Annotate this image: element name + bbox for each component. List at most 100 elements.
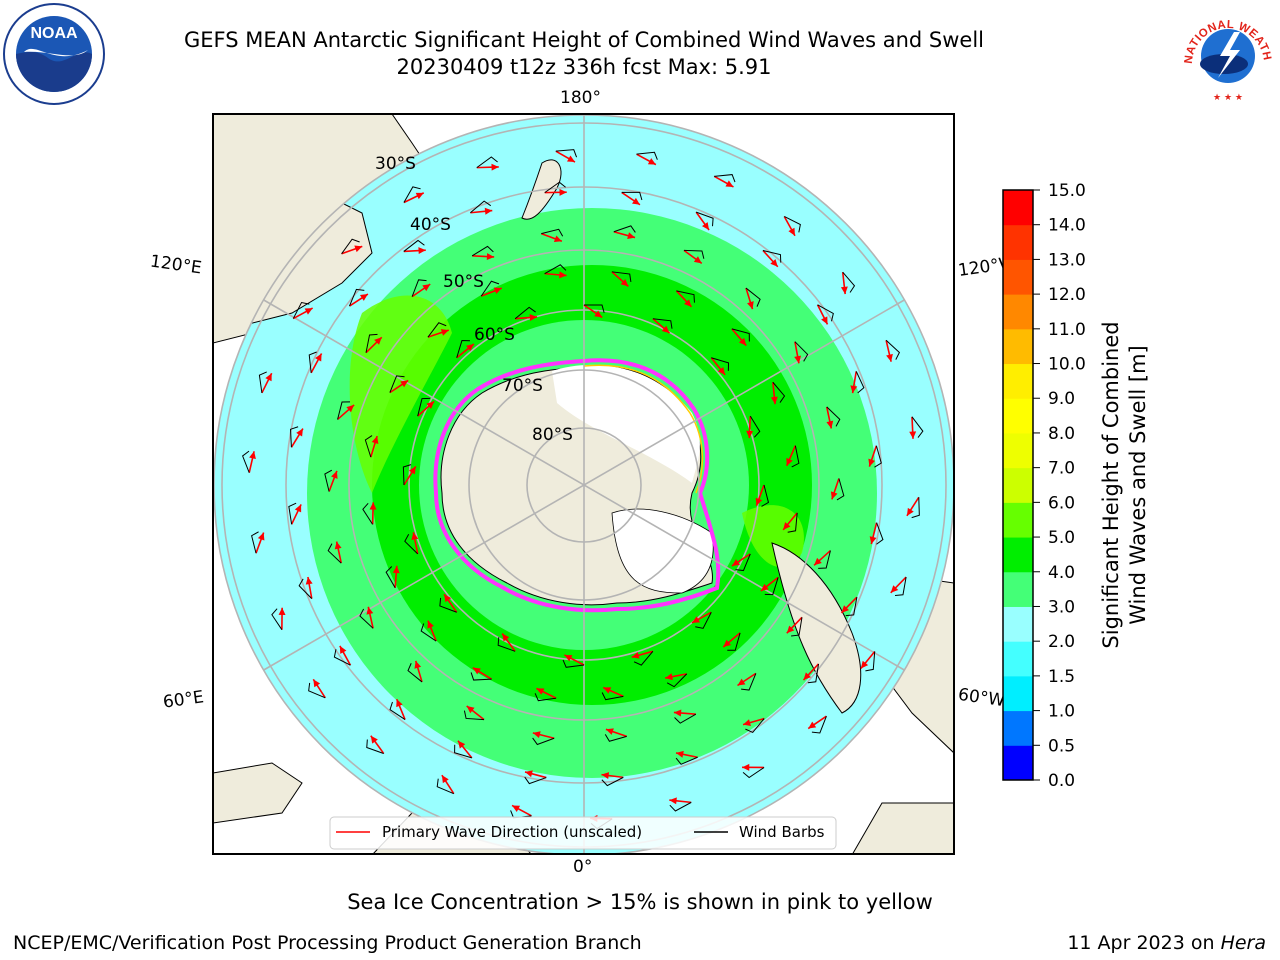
colorbar-tick-label: 10.0: [1048, 355, 1086, 375]
wind-barb: [764, 577, 779, 596]
wave-direction-arrowhead: [673, 709, 682, 717]
wave-direction-arrowhead: [567, 155, 575, 163]
colorbar-tick-label: 0.0: [1048, 771, 1075, 790]
wave-direction-arrowhead: [265, 373, 272, 382]
wave-direction-arrowhead: [369, 502, 377, 510]
wind-barb: [818, 550, 831, 569]
wind-barb: [562, 659, 585, 668]
wind-barb: [514, 306, 536, 320]
colorbar-tick-label: 1.5: [1048, 667, 1075, 687]
wind-barb: [251, 531, 259, 554]
colorbar-swatch: [1003, 224, 1033, 260]
colorbar-tick-label: 4.0: [1048, 563, 1075, 583]
polar-wave-map: 30°S 40°S 50°S 60°S 70°S 80°S Primary Wa…: [212, 113, 955, 855]
wave-direction-arrowhead: [868, 458, 875, 467]
wind-barb: [341, 238, 360, 255]
wave-direction-arrowhead: [742, 763, 750, 771]
wind-barb: [476, 156, 498, 169]
wind-barb: [420, 623, 437, 642]
wind-barb: [480, 280, 500, 297]
wind-barb: [794, 341, 809, 362]
colorbar-tick-label: 3.0: [1048, 597, 1075, 617]
colorbar-swatch: [1003, 259, 1033, 295]
wave-direction-arrowhead: [304, 308, 313, 315]
wind-barb: [695, 612, 712, 629]
wave-direction-arrowhead: [725, 180, 734, 187]
colorbar-swatch: [1003, 467, 1033, 503]
wave-direction-arrowhead: [396, 699, 403, 708]
wave-direction-arrowhead: [760, 583, 769, 592]
wave-direction-arrowhead: [605, 728, 614, 735]
wave-direction-arrowhead: [331, 470, 338, 479]
wind-barb: [470, 200, 492, 214]
chart-subtitle: 20230409 t12z 336h fcst Max: 5.91: [396, 55, 772, 79]
colorbar-swatch: [1003, 363, 1033, 399]
wave-direction-arrowhead: [737, 678, 746, 686]
wind-barb: [695, 211, 714, 227]
lat-label-60s: 60°S: [474, 325, 515, 345]
colorbar-tick-label: 12.0: [1048, 285, 1086, 305]
wave-direction-arrowhead: [472, 667, 481, 675]
colorbar-tick-label: 8.0: [1048, 424, 1075, 444]
wave-direction-arrowhead: [830, 491, 838, 500]
wave-direction-arrowhead: [684, 299, 692, 307]
colorbar-label-line1: Significant Height of Combined: [1099, 321, 1123, 648]
wave-direction-arrowhead: [665, 673, 673, 681]
lon-label-0: 0°: [573, 857, 593, 877]
wind-barb: [611, 271, 632, 283]
wave-direction-arrowhead: [869, 536, 877, 545]
wave-direction-arrowhead: [422, 284, 431, 292]
lon-label-180: 180°: [560, 88, 601, 108]
chart-title: GEFS MEAN Antarctic Significant Height o…: [183, 28, 985, 52]
wave-direction-arrowhead: [305, 576, 313, 585]
wave-direction-arrowhead: [890, 585, 899, 593]
wind-barb: [364, 435, 373, 458]
wave-direction-arrowhead: [392, 565, 400, 574]
wind-barb: [290, 426, 299, 448]
date-line: 11 Apr 2023 on Hera: [1067, 932, 1266, 954]
wind-barb: [865, 651, 876, 672]
colorbar-swatch: [1003, 502, 1033, 538]
wind-barb: [807, 663, 820, 684]
legend-wind-barbs: Wind Barbs: [739, 823, 825, 841]
wave-direction-arrowhead: [559, 188, 567, 196]
lat-label-30s: 30°S: [375, 154, 416, 174]
wind-barb: [407, 663, 423, 683]
colorbar-tick-label: 5.0: [1048, 528, 1075, 548]
wave-direction-arrowhead: [502, 633, 510, 642]
wave-direction-arrowhead: [723, 639, 732, 648]
wave-direction-arrowhead: [466, 343, 474, 352]
wave-direction-arrowhead: [826, 420, 834, 429]
wind-barb: [911, 497, 920, 519]
wind-barb: [333, 649, 351, 666]
wind-barb: [544, 264, 567, 275]
colorbar-tick-label: 13.0: [1048, 250, 1086, 270]
wave-direction-arrowhead: [444, 594, 452, 603]
wave-direction-arrowhead: [426, 401, 435, 409]
wind-barb: [555, 149, 578, 158]
map-legend: Primary Wave Direction (unscaled) Wind B…: [329, 816, 837, 850]
wind-barb: [727, 632, 741, 651]
colorbar-swatch: [1003, 328, 1033, 365]
wave-direction-arrowhead: [484, 207, 493, 215]
wave-direction-arrowhead: [786, 457, 793, 466]
wind-barb: [471, 245, 494, 257]
wind-barb: [534, 693, 557, 702]
wave-direction-arrowhead: [294, 504, 302, 513]
noaa-logo: NOAA: [3, 3, 105, 105]
wave-direction-arrowhead: [731, 559, 740, 566]
wind-barb: [711, 357, 730, 371]
wave-direction-arrowhead: [821, 316, 828, 325]
wind-barb: [742, 767, 765, 779]
sea-ice-note: Sea Ice Concentration > 15% is shown in …: [347, 890, 933, 914]
wave-direction-arrowhead: [909, 431, 917, 439]
lat-label-80s: 80°S: [532, 425, 573, 445]
wind-barb: [749, 415, 761, 438]
wave-direction-arrowhead: [559, 271, 567, 279]
colorbar-swatch: [1003, 641, 1033, 677]
wind-barb: [674, 713, 697, 724]
wave-direction-arrowhead: [441, 775, 449, 784]
wind-barb: [787, 512, 798, 533]
lat-label-40s: 40°S: [410, 215, 451, 235]
wind-barb: [308, 351, 317, 373]
